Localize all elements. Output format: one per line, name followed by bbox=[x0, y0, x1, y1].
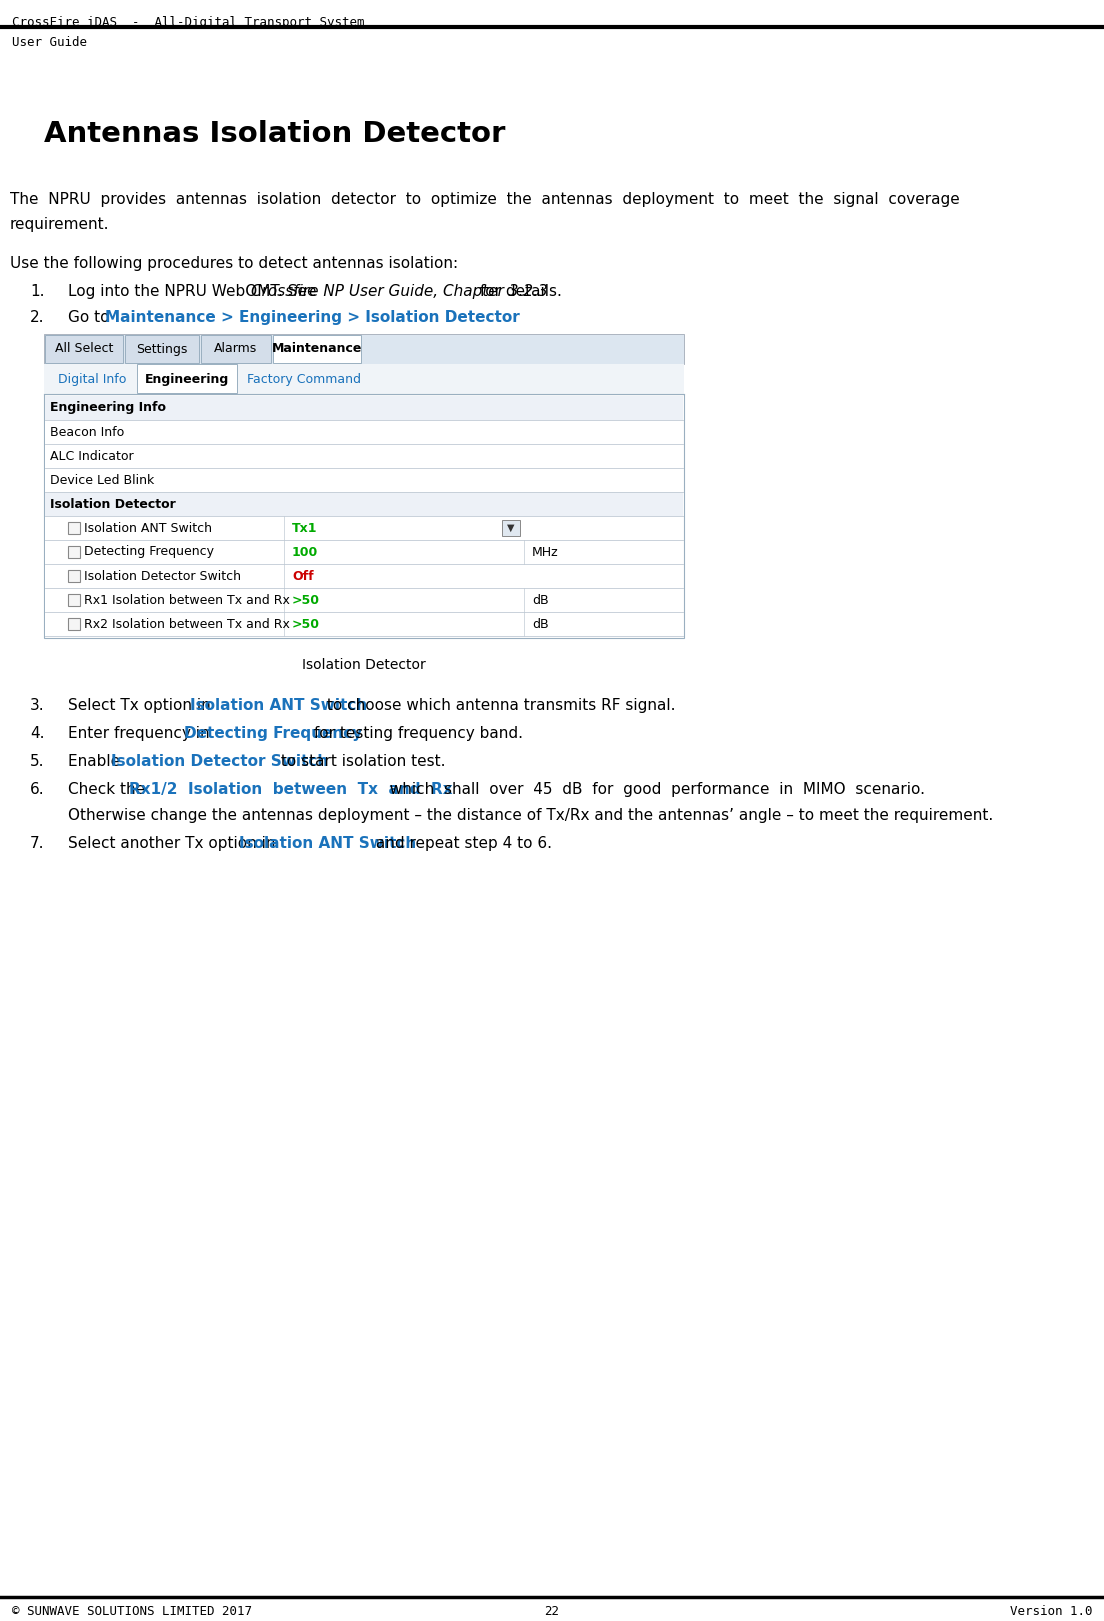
Bar bbox=[45, 588, 683, 613]
Text: Antennas Isolation Detector: Antennas Isolation Detector bbox=[44, 120, 506, 148]
Text: to start isolation test.: to start isolation test. bbox=[276, 754, 445, 768]
Text: Select another Tx option in: Select another Tx option in bbox=[68, 836, 280, 851]
Text: Isolation ANT Switch: Isolation ANT Switch bbox=[84, 522, 212, 535]
Text: Select Tx option in: Select Tx option in bbox=[68, 699, 215, 713]
Text: 7.: 7. bbox=[30, 836, 44, 851]
Text: Otherwise change the antennas deployment – the distance of Tx/Rx and the antenna: Otherwise change the antennas deployment… bbox=[68, 807, 994, 823]
Bar bbox=[68, 618, 79, 631]
Text: 6.: 6. bbox=[30, 781, 44, 798]
Text: Version 1.0: Version 1.0 bbox=[1009, 1605, 1092, 1618]
Bar bbox=[50, 365, 135, 392]
Text: Go to: Go to bbox=[68, 310, 115, 324]
Text: Engineering: Engineering bbox=[145, 373, 230, 386]
Text: >50: >50 bbox=[291, 593, 320, 606]
Text: Check the: Check the bbox=[68, 781, 150, 798]
Text: Rx1 Isolation between Tx and Rx: Rx1 Isolation between Tx and Rx bbox=[84, 593, 290, 606]
Text: ▼: ▼ bbox=[507, 524, 514, 533]
Bar bbox=[502, 520, 520, 537]
Text: 22: 22 bbox=[544, 1605, 560, 1618]
Bar bbox=[68, 571, 79, 582]
Text: Crossfire NP User Guide, Chapter 3.2.3: Crossfire NP User Guide, Chapter 3.2.3 bbox=[251, 284, 548, 298]
Text: >50: >50 bbox=[291, 618, 320, 631]
Text: Settings: Settings bbox=[136, 342, 188, 355]
Text: © SUNWAVE SOLUTIONS LIMITED 2017: © SUNWAVE SOLUTIONS LIMITED 2017 bbox=[12, 1605, 252, 1618]
Text: Detecting Frequency: Detecting Frequency bbox=[84, 546, 214, 559]
Text: 2.: 2. bbox=[30, 310, 44, 324]
Text: Maintenance > Engineering > Isolation Detector: Maintenance > Engineering > Isolation De… bbox=[105, 310, 519, 324]
Text: Tx1: Tx1 bbox=[291, 522, 318, 535]
Text: Isolation ANT Switch: Isolation ANT Switch bbox=[238, 836, 416, 851]
Bar bbox=[45, 444, 683, 468]
Text: Isolation Detector: Isolation Detector bbox=[302, 658, 426, 673]
Text: and repeat step 4 to 6.: and repeat step 4 to 6. bbox=[371, 836, 552, 851]
Text: Rx2 Isolation between Tx and Rx: Rx2 Isolation between Tx and Rx bbox=[84, 618, 290, 631]
Text: Enable: Enable bbox=[68, 754, 125, 768]
Bar bbox=[45, 493, 683, 515]
Text: Factory Command: Factory Command bbox=[247, 373, 361, 386]
Text: Isolation Detector Switch: Isolation Detector Switch bbox=[84, 569, 241, 582]
Text: CrossFire iDAS  -  All-Digital Transport System: CrossFire iDAS - All-Digital Transport S… bbox=[12, 16, 364, 29]
Text: 3.: 3. bbox=[30, 699, 44, 713]
Bar bbox=[137, 365, 237, 392]
Bar bbox=[68, 522, 79, 533]
Text: All Select: All Select bbox=[55, 342, 114, 355]
Text: Off: Off bbox=[291, 569, 314, 582]
Bar bbox=[45, 515, 683, 540]
Text: Isolation Detector: Isolation Detector bbox=[50, 498, 176, 511]
Bar bbox=[44, 365, 684, 394]
Text: which  shall  over  45  dB  for  good  performance  in  MIMO  scenario.: which shall over 45 dB for good performa… bbox=[380, 781, 925, 798]
Bar bbox=[45, 336, 123, 363]
Text: Rx1/2  Isolation  between  Tx  and  Rx: Rx1/2 Isolation between Tx and Rx bbox=[129, 781, 453, 798]
Text: Enter frequency in: Enter frequency in bbox=[68, 726, 214, 741]
Text: Maintenance: Maintenance bbox=[272, 342, 362, 355]
Bar bbox=[45, 564, 683, 588]
Text: Isolation Detector Switch: Isolation Detector Switch bbox=[110, 754, 328, 768]
Text: Engineering Info: Engineering Info bbox=[50, 402, 166, 415]
Bar bbox=[125, 336, 199, 363]
Text: 1.: 1. bbox=[30, 284, 44, 298]
Bar bbox=[45, 420, 683, 444]
Bar bbox=[68, 593, 79, 606]
Bar bbox=[45, 540, 683, 564]
Text: to choose which antenna transmits RF signal.: to choose which antenna transmits RF sig… bbox=[322, 699, 676, 713]
Text: User Guide: User Guide bbox=[12, 36, 87, 49]
Bar bbox=[44, 394, 684, 639]
Text: 100: 100 bbox=[291, 546, 318, 559]
Bar bbox=[201, 336, 270, 363]
Text: Device Led Blink: Device Led Blink bbox=[50, 473, 155, 486]
Text: Alarms: Alarms bbox=[214, 342, 257, 355]
Bar bbox=[45, 613, 683, 635]
Text: The  NPRU  provides  antennas  isolation  detector  to  optimize  the  antennas : The NPRU provides antennas isolation det… bbox=[10, 191, 959, 207]
Text: for testing frequency band.: for testing frequency band. bbox=[309, 726, 523, 741]
Bar bbox=[45, 468, 683, 493]
Text: for details.: for details. bbox=[475, 284, 562, 298]
Text: Detecting Frequency: Detecting Frequency bbox=[184, 726, 362, 741]
Text: Use the following procedures to detect antennas isolation:: Use the following procedures to detect a… bbox=[10, 256, 458, 271]
Text: Isolation ANT Switch: Isolation ANT Switch bbox=[190, 699, 368, 713]
Text: ALC Indicator: ALC Indicator bbox=[50, 449, 134, 462]
Bar bbox=[44, 334, 684, 365]
Text: requirement.: requirement. bbox=[10, 217, 109, 232]
Text: dB: dB bbox=[532, 593, 549, 606]
Bar bbox=[238, 365, 369, 392]
Bar bbox=[45, 396, 683, 420]
Text: 4.: 4. bbox=[30, 726, 44, 741]
Text: dB: dB bbox=[532, 618, 549, 631]
Text: Digital Info: Digital Info bbox=[59, 373, 127, 386]
Text: Beacon Info: Beacon Info bbox=[50, 425, 125, 439]
Text: MHz: MHz bbox=[532, 546, 559, 559]
Text: 5.: 5. bbox=[30, 754, 44, 768]
Bar bbox=[68, 546, 79, 558]
Bar bbox=[273, 336, 361, 363]
Text: Log into the NPRU WebOMT. See: Log into the NPRU WebOMT. See bbox=[68, 284, 321, 298]
